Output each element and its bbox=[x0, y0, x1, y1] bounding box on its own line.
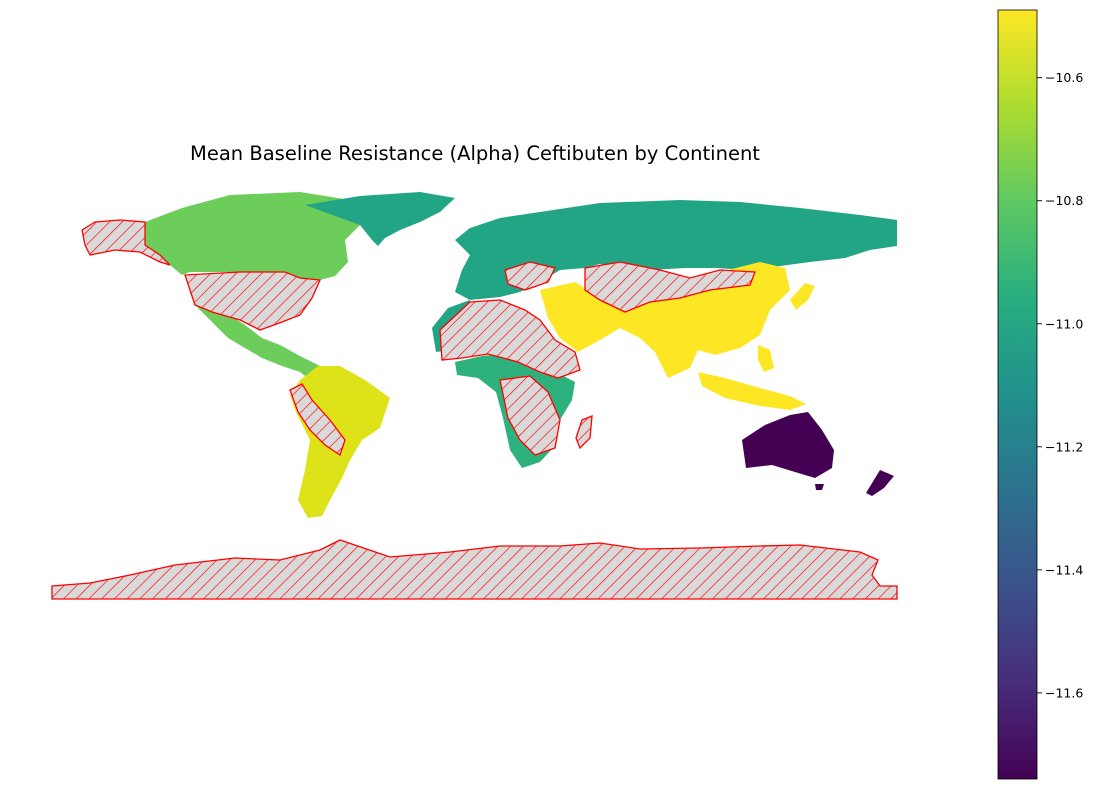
colorbar-tick-label: −11.0 bbox=[1045, 316, 1083, 331]
region-oceania[interactable] bbox=[742, 412, 834, 478]
region-missing-latin-america[interactable] bbox=[289, 383, 346, 457]
region-missing-eastern-europe[interactable] bbox=[504, 261, 556, 291]
colorbar: −10.6 −10.8 −11.0 −11.2 −11.4 −11.6 bbox=[997, 9, 1083, 780]
region-greenland[interactable] bbox=[305, 192, 455, 246]
region-oceania-nz[interactable] bbox=[866, 470, 894, 496]
colorbar-tick-label: −10.6 bbox=[1045, 70, 1083, 85]
map-title: Mean Baseline Resistance (Alpha) Ceftibu… bbox=[190, 142, 760, 165]
colorbar-tick-label: −11.6 bbox=[1045, 685, 1083, 700]
region-north-america[interactable] bbox=[145, 192, 360, 280]
colorbar-tick-label: −10.8 bbox=[1045, 193, 1083, 208]
region-north-america[interactable] bbox=[195, 305, 325, 386]
region-asia-islands[interactable] bbox=[698, 372, 806, 410]
region-missing-madagascar[interactable] bbox=[575, 415, 593, 450]
region-missing-antarctica[interactable] bbox=[51, 539, 898, 600]
region-europe[interactable] bbox=[455, 200, 897, 300]
region-missing-central-asia[interactable] bbox=[584, 261, 756, 313]
region-asia[interactable] bbox=[540, 262, 790, 378]
region-oceania-tasmania[interactable] bbox=[815, 484, 824, 490]
colorbar-tick-label: −11.2 bbox=[1045, 439, 1083, 454]
region-asia-japan[interactable] bbox=[790, 283, 815, 310]
colorbar-tick-label: −11.4 bbox=[1045, 562, 1083, 577]
region-asia-philippines[interactable] bbox=[758, 345, 774, 372]
region-missing-usa[interactable] bbox=[184, 271, 321, 331]
region-missing-central-africa[interactable] bbox=[499, 375, 561, 456]
region-missing-alaska[interactable] bbox=[81, 219, 171, 266]
region-missing-africa[interactable] bbox=[439, 299, 581, 379]
missing-data-regions bbox=[51, 219, 898, 600]
colorbar-gradient bbox=[997, 9, 1038, 780]
